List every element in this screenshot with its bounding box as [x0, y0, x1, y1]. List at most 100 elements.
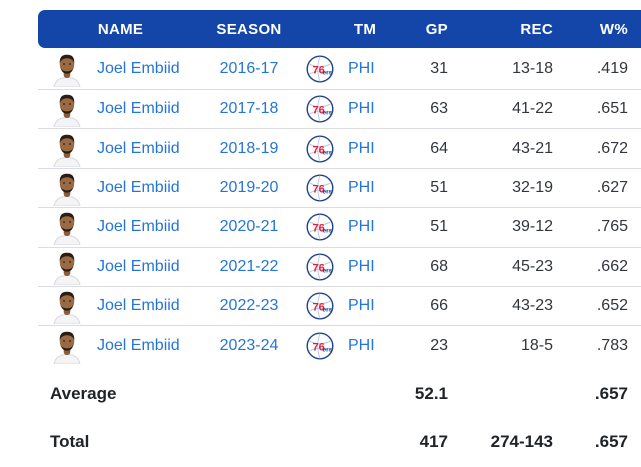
rec-value: 43-23 [512, 297, 553, 315]
team-logo[interactable]: 76 ers [295, 95, 345, 123]
svg-text:ers: ers [323, 69, 333, 76]
win-pct-value: .765 [596, 218, 628, 236]
gp-value: 68 [430, 257, 448, 275]
season-link[interactable]: 2021-22 [219, 257, 279, 275]
table-row: Joel Embiid 2022-23 76 ers PHI 66 43-23 … [38, 285, 641, 325]
team-link[interactable]: PHI [348, 59, 375, 77]
team-link[interactable]: PHI [348, 257, 375, 275]
svg-text:76: 76 [313, 105, 325, 117]
season-link[interactable]: 2019-20 [219, 178, 279, 196]
team-link[interactable]: PHI [348, 297, 375, 315]
table-row: Joel Embiid 2023-24 76 ers PHI 23 18-5 .… [38, 325, 641, 364]
header-record: REC [520, 20, 553, 38]
player-avatar [38, 131, 95, 167]
player-headshot-icon [52, 94, 81, 128]
svg-text:76: 76 [313, 341, 325, 353]
svg-text:76: 76 [313, 144, 325, 156]
team-link[interactable]: PHI [348, 100, 375, 118]
gp-value: 64 [430, 139, 448, 157]
svg-text:ers: ers [323, 188, 333, 195]
phi-76ers-logo-icon: 76 ers [306, 253, 334, 281]
table-row: Joel Embiid 2017-18 76 ers PHI 63 41-22 … [38, 89, 641, 128]
total-win-pct-value: .657 [594, 431, 628, 451]
team-link[interactable]: PHI [348, 218, 375, 236]
win-pct-value: .783 [596, 336, 628, 354]
player-season-stats-table: NAME SEASON TM GP REC W% Joel Embiid 201… [38, 10, 641, 467]
gp-value: 66 [430, 297, 448, 315]
team-logo[interactable]: 76 ers [295, 135, 345, 163]
gp-value: 31 [430, 59, 448, 77]
player-avatar [38, 170, 95, 206]
total-gp-value: 417 [419, 431, 448, 451]
table-row: Joel Embiid 2020-21 76 ers PHI 51 39-12 … [38, 207, 641, 246]
team-link[interactable]: PHI [348, 336, 375, 354]
phi-76ers-logo-icon: 76 ers [306, 332, 334, 360]
rec-value: 18-5 [520, 336, 553, 354]
phi-76ers-logo-icon: 76 ers [306, 135, 334, 163]
player-name-link[interactable]: Joel Embiid [97, 100, 180, 118]
table-row: Joel Embiid 2016-17 76 ers PHI 31 13-18 … [38, 48, 641, 89]
rec-value: 13-18 [512, 59, 553, 77]
win-pct-value: .672 [596, 139, 628, 157]
player-headshot-icon [52, 213, 81, 246]
header-win-pct: W% [599, 20, 628, 38]
svg-text:76: 76 [313, 64, 325, 76]
win-pct-value: .652 [596, 297, 628, 315]
player-name-link[interactable]: Joel Embiid [97, 218, 180, 236]
season-link[interactable]: 2020-21 [219, 218, 279, 236]
player-headshot-icon [52, 331, 81, 364]
total-label: Total [50, 431, 90, 451]
season-link[interactable]: 2022-23 [219, 297, 279, 315]
gp-value: 51 [430, 218, 448, 236]
total-rec-value: 274-143 [490, 431, 553, 451]
gp-value: 51 [430, 178, 448, 196]
average-label: Average [50, 383, 117, 403]
season-link[interactable]: 2016-17 [219, 59, 279, 77]
player-headshot-icon [52, 252, 81, 285]
average-win-pct-value: .657 [594, 383, 628, 403]
table-row: Joel Embiid 2019-20 76 ers PHI 51 32-19 … [38, 167, 641, 207]
season-link[interactable]: 2023-24 [219, 336, 279, 354]
player-name-link[interactable]: Joel Embiid [97, 297, 180, 315]
svg-text:76: 76 [313, 223, 325, 235]
rec-value: 43-21 [512, 139, 553, 157]
average-gp-value: 52.1 [414, 383, 448, 403]
season-link[interactable]: 2017-18 [219, 100, 279, 118]
team-link[interactable]: PHI [348, 178, 375, 196]
svg-text:ers: ers [323, 346, 333, 353]
player-avatar [38, 288, 95, 325]
team-logo[interactable]: 76 ers [295, 213, 345, 241]
svg-text:76: 76 [313, 302, 325, 314]
player-headshot-icon [52, 173, 81, 206]
team-link[interactable]: PHI [348, 139, 375, 157]
player-name-link[interactable]: Joel Embiid [97, 178, 180, 196]
player-avatar [38, 209, 95, 246]
phi-76ers-logo-icon: 76 ers [306, 213, 334, 241]
svg-text:76: 76 [313, 262, 325, 274]
player-headshot-icon [52, 291, 81, 325]
team-logo[interactable]: 76 ers [295, 292, 345, 320]
team-logo[interactable]: 76 ers [295, 253, 345, 281]
player-name-link[interactable]: Joel Embiid [97, 59, 180, 77]
player-name-link[interactable]: Joel Embiid [97, 336, 180, 354]
table-body: Joel Embiid 2016-17 76 ers PHI 31 13-18 … [38, 48, 641, 365]
player-name-link[interactable]: Joel Embiid [97, 139, 180, 157]
gp-value: 63 [430, 100, 448, 118]
average-row: Average 52.1 .657 [38, 365, 641, 417]
svg-text:ers: ers [323, 267, 333, 274]
svg-text:ers: ers [323, 307, 333, 314]
header-games-played: GP [425, 20, 448, 38]
win-pct-value: .627 [596, 178, 628, 196]
team-logo[interactable]: 76 ers [295, 54, 345, 83]
team-logo[interactable]: 76 ers [295, 174, 345, 202]
gp-value: 23 [430, 336, 448, 354]
total-row: Total 417 274-143 .657 [38, 417, 641, 467]
header-team: TM [353, 20, 377, 38]
player-name-link[interactable]: Joel Embiid [97, 257, 180, 275]
table-row: Joel Embiid 2018-19 76 ers PHI 64 43-21 … [38, 128, 641, 167]
svg-text:ers: ers [323, 110, 333, 117]
team-logo[interactable]: 76 ers [295, 332, 345, 360]
phi-76ers-logo-icon: 76 ers [306, 292, 334, 320]
player-avatar [38, 328, 95, 364]
season-link[interactable]: 2018-19 [219, 139, 279, 157]
